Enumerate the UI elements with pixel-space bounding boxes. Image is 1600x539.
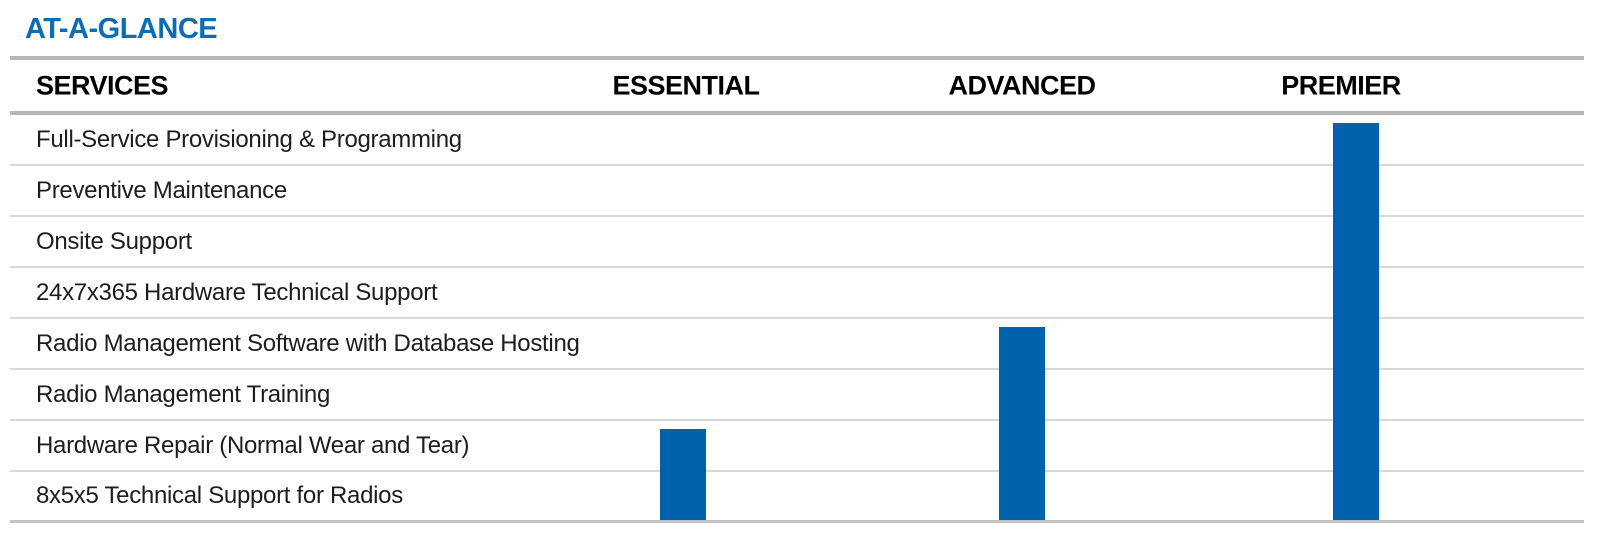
column-header-services: SERVICES — [36, 70, 169, 100]
service-row: Hardware Repair (Normal Wear and Tear) — [10, 421, 1584, 472]
service-name: 8x5x5 Technical Support for Radios — [36, 482, 403, 509]
services-table-body: Full-Service Provisioning & Programming P… — [10, 115, 1584, 523]
coverage-bar-advanced — [999, 327, 1045, 520]
column-header-essential: ESSENTIAL — [612, 70, 760, 100]
service-name: Hardware Repair (Normal Wear and Tear) — [36, 431, 470, 459]
column-header-advanced: ADVANCED — [948, 70, 1096, 100]
service-row: Radio Management Software with Database … — [10, 319, 1584, 370]
coverage-bar-premier — [1333, 123, 1379, 520]
service-name: Full-Service Provisioning & Programming — [36, 125, 462, 153]
service-row: 24x7x365 Hardware Technical Support — [10, 268, 1584, 319]
table-header-row: SERVICES ESSENTIAL ADVANCED PREMIER — [10, 56, 1584, 115]
service-name: Radio Management Training — [36, 380, 331, 408]
service-name: 24x7x365 Hardware Technical Support — [36, 278, 438, 306]
service-name: Onsite Support — [36, 227, 192, 255]
coverage-bar-essential — [660, 429, 706, 520]
service-row: Full-Service Provisioning & Programming — [10, 115, 1584, 166]
service-row: Radio Management Training — [10, 370, 1584, 421]
services-comparison-table: SERVICES ESSENTIAL ADVANCED PREMIER Full… — [10, 56, 1584, 523]
page-title: AT-A-GLANCE — [25, 13, 218, 45]
service-row: Preventive Maintenance — [10, 166, 1584, 217]
service-row: 8x5x5 Technical Support for Radios — [10, 472, 1584, 523]
service-row: Onsite Support — [10, 217, 1584, 268]
column-header-premier: PREMIER — [1281, 70, 1401, 100]
service-name: Preventive Maintenance — [36, 176, 287, 204]
service-name: Radio Management Software with Database … — [36, 329, 580, 357]
